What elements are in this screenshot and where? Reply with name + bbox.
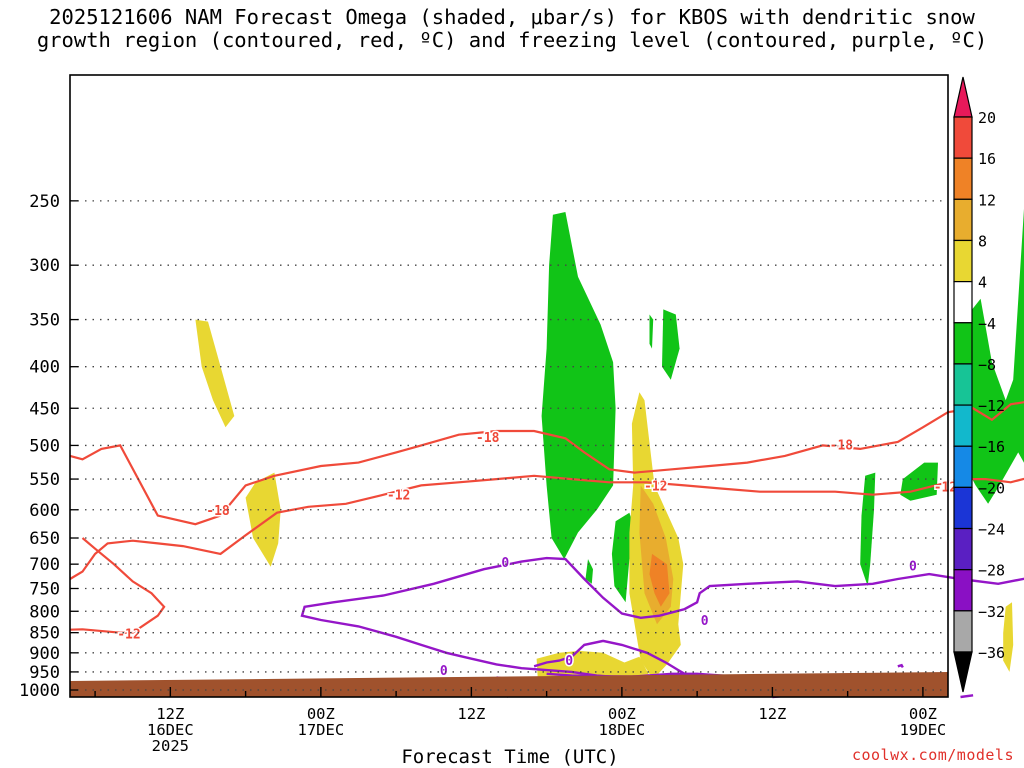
x-tick-label-48-0: 12Z bbox=[758, 705, 786, 723]
contour-label-5: -12 bbox=[644, 479, 667, 494]
omega-fill-up-6 bbox=[860, 472, 876, 587]
colorbar-label-2: 12 bbox=[978, 191, 996, 209]
colorbar-label-1: 16 bbox=[978, 150, 996, 168]
freezing-contour-2 bbox=[533, 639, 686, 675]
y-tick-label-350: 350 bbox=[29, 311, 60, 331]
y-tick-label-750: 750 bbox=[29, 580, 60, 600]
contour-label-1: -18 bbox=[206, 504, 230, 519]
x-tick-label-60-0: 00Z bbox=[909, 705, 937, 723]
contour-label-10: 0 bbox=[909, 560, 917, 575]
x-tick-label-36-1: 18DEC bbox=[599, 721, 646, 739]
y-tick-label-650: 650 bbox=[29, 529, 60, 549]
x-tick-label-12-1: 17DEC bbox=[298, 721, 345, 739]
y-tick-label-450: 450 bbox=[29, 399, 60, 419]
credit-link[interactable]: coolwx.com/models bbox=[851, 746, 1014, 764]
colorbar-swatch-12 bbox=[953, 569, 973, 612]
colorbar-swatch-4 bbox=[953, 239, 973, 283]
colorbar-label-11: −28 bbox=[978, 562, 1005, 580]
terrain-layer bbox=[70, 672, 948, 697]
freezing-contour-6 bbox=[960, 694, 974, 699]
colorbar-swatch-9 bbox=[953, 445, 973, 488]
contour-label-12: 0 bbox=[565, 654, 573, 669]
colorbar-swatch-8 bbox=[953, 404, 973, 447]
contour-label-4: -12 bbox=[387, 489, 410, 504]
colorbar-label-12: −32 bbox=[978, 603, 1005, 621]
colorbar-swatch-2 bbox=[953, 157, 973, 200]
contour-label-7: -12 bbox=[117, 627, 140, 642]
omega-fill-up-2 bbox=[585, 559, 593, 584]
omega-fill-up-1 bbox=[541, 212, 616, 560]
y-tick-label-850: 850 bbox=[29, 624, 60, 644]
dgz-contour-2 bbox=[69, 474, 1024, 580]
x-tick-label-0-1: 16DEC bbox=[147, 721, 194, 739]
omega-fill-up-7 bbox=[900, 462, 938, 501]
colorbar-swatch-3 bbox=[953, 198, 973, 242]
omega-fills bbox=[195, 208, 1024, 685]
chart-title: 2025121606 NAM Forecast Omega (shaded, μ… bbox=[0, 6, 1024, 52]
omega-fill-up-4 bbox=[662, 309, 680, 380]
y-tick-label-500: 500 bbox=[29, 436, 60, 456]
colorbar-label-8: −16 bbox=[978, 438, 1005, 456]
colorbar-swatch-10 bbox=[953, 486, 973, 530]
x-tick-label-12-0: 00Z bbox=[307, 705, 335, 723]
x-tick-label-0-0: 12Z bbox=[156, 705, 184, 723]
omega-fill-down-1 bbox=[195, 319, 235, 428]
colorbar-swatch-6 bbox=[953, 322, 973, 365]
y-tick-label-950: 950 bbox=[29, 663, 60, 683]
terrain-fill bbox=[70, 672, 948, 697]
y-tick-label-700: 700 bbox=[29, 555, 60, 575]
x-tick-label-24-0: 12Z bbox=[457, 705, 485, 723]
omega-fill-up-5 bbox=[649, 314, 654, 349]
colorbar-swatch-5 bbox=[953, 281, 973, 324]
colorbar-label-13: −36 bbox=[978, 644, 1005, 662]
dgz-contour-3 bbox=[69, 537, 166, 634]
contour-label-11: 0 bbox=[440, 664, 448, 679]
x-axis-title: Forecast Time (UTC) bbox=[401, 746, 619, 768]
y-tick-label-550: 550 bbox=[29, 470, 60, 490]
colorbar-label-7: −12 bbox=[978, 397, 1005, 415]
title-line-1: 2025121606 NAM Forecast Omega (shaded, μ… bbox=[49, 5, 975, 29]
axes: 2503003504004505005506006507007508008509… bbox=[19, 74, 949, 755]
colorbar-label-4: 4 bbox=[978, 274, 987, 292]
y-tick-label-300: 300 bbox=[29, 256, 60, 276]
contour-label-6: -12 bbox=[934, 481, 957, 496]
omega-fill-down-5 bbox=[649, 553, 670, 607]
y-tick-label-900: 900 bbox=[29, 644, 60, 664]
x-tick-label-36-0: 00Z bbox=[608, 705, 636, 723]
y-tick-label-600: 600 bbox=[29, 501, 60, 521]
colorbar: 20 16 12 8 4 −4 −8 −12 −16 −20 −24 −28 −32 −36 bbox=[953, 76, 1005, 693]
colorbar-label-9: −20 bbox=[978, 479, 1005, 497]
temperature-contours: -18-18-18-12-12-12-12000000 bbox=[69, 401, 1024, 699]
grid-lines bbox=[70, 200, 948, 691]
y-tick-label-1000: 1000 bbox=[19, 681, 60, 701]
freezing-contour-1 bbox=[300, 556, 1024, 683]
title-line-2: growth region (contoured, red, ºC) and f… bbox=[36, 28, 988, 52]
x-tick-label-0-2: 2025 bbox=[152, 737, 189, 755]
colorbar-label-5: −4 bbox=[978, 315, 996, 333]
dgz-contour-1 bbox=[69, 401, 1024, 526]
colorbar-label-6: −8 bbox=[978, 356, 996, 374]
colorbar-label-10: −24 bbox=[978, 521, 1005, 539]
colorbar-label-3: 8 bbox=[978, 232, 987, 250]
colorbar-bottom-arrow bbox=[953, 651, 973, 693]
colorbar-swatch-13 bbox=[953, 610, 973, 653]
colorbar-swatch-11 bbox=[953, 527, 973, 571]
x-tick-label-60-1: 19DEC bbox=[900, 721, 947, 739]
contour-label-2: -18 bbox=[476, 431, 500, 446]
freezing-contour-7 bbox=[897, 663, 904, 668]
omega-fill-down-11 bbox=[1003, 602, 1014, 672]
y-tick-label-800: 800 bbox=[29, 602, 60, 622]
contour-label-9: 0 bbox=[701, 614, 709, 629]
colorbar-swatch-7 bbox=[953, 363, 973, 406]
omega-fill-down-2 bbox=[245, 472, 281, 567]
y-tick-label-250: 250 bbox=[29, 192, 60, 212]
plot-frame bbox=[69, 74, 949, 698]
y-tick-label-400: 400 bbox=[29, 358, 60, 378]
colorbar-label-0: 20 bbox=[978, 109, 996, 127]
colorbar-top-arrow bbox=[953, 76, 973, 118]
contour-label-3: -18 bbox=[830, 439, 854, 454]
colorbar-swatch-1 bbox=[953, 116, 973, 159]
